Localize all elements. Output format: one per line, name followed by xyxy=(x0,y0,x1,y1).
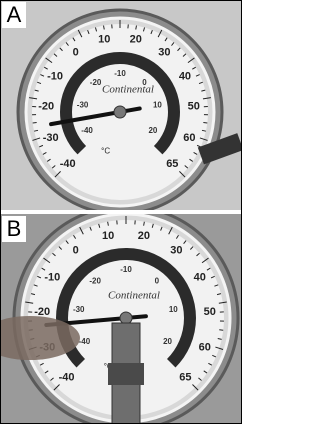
dial-tick xyxy=(33,123,37,124)
inner-scale-label: 20 xyxy=(163,337,172,346)
inner-scale-label: 10 xyxy=(169,305,178,314)
outer-scale-label: -20 xyxy=(34,306,50,318)
inner-scale-label: -20 xyxy=(89,276,101,285)
outer-scale-label: -40 xyxy=(59,371,75,383)
inner-scale-label: -10 xyxy=(120,265,132,274)
inner-scale-label: -20 xyxy=(90,78,102,87)
outer-scale-label: -30 xyxy=(43,132,59,144)
page: {"panels": [ {"label": "A", "brand": "Co… xyxy=(0,0,320,424)
figure: -40 -30 -20 -10 0 10 20 30 40 50 60 65 -40 -30 -20 -10 0… xyxy=(0,0,242,424)
panel-separator xyxy=(0,210,242,214)
inner-scale-label: 20 xyxy=(148,126,157,135)
outer-scale-label: 65 xyxy=(166,158,178,170)
outer-scale-label: 30 xyxy=(158,47,170,59)
outer-scale-label: 50 xyxy=(204,306,216,318)
brand-label: Continental xyxy=(102,84,154,96)
outer-scale-label: -40 xyxy=(60,158,76,170)
outer-scale-label: 40 xyxy=(194,272,206,284)
inner-scale-label: 0 xyxy=(155,276,160,285)
panel-label: A xyxy=(7,2,22,27)
outer-scale-label: 40 xyxy=(179,70,191,82)
unit-label: °C xyxy=(101,147,110,156)
needle-hub xyxy=(120,312,132,324)
outer-scale-label: 20 xyxy=(130,34,142,46)
outer-scale-label: -10 xyxy=(47,70,63,82)
outer-scale-label: -10 xyxy=(44,272,60,284)
inner-scale-label: 10 xyxy=(153,101,162,110)
brand-label: Continental xyxy=(108,290,160,302)
outer-scale-label: 60 xyxy=(199,341,211,353)
outer-scale-label: 10 xyxy=(98,34,110,46)
inner-scale-label: -40 xyxy=(81,126,93,135)
outer-scale-label: -20 xyxy=(38,101,54,113)
panel-label: B xyxy=(7,216,22,241)
outer-scale-label: 60 xyxy=(183,132,195,144)
outer-scale-label: 30 xyxy=(170,245,182,257)
panel-content: -40-30-20-10010203040506065-40-30-20-100… xyxy=(0,206,242,424)
dial-tick xyxy=(203,123,207,124)
inner-scale-label: -10 xyxy=(114,69,126,78)
inner-scale-label: -40 xyxy=(79,337,91,346)
outer-scale-label: 10 xyxy=(102,230,114,242)
probe-nut xyxy=(108,363,144,385)
needle-hub xyxy=(114,106,126,118)
inner-scale-label: -30 xyxy=(77,101,89,110)
outer-scale-label: 0 xyxy=(73,245,79,257)
inner-scale-label: -30 xyxy=(73,305,85,314)
outer-scale-label: 0 xyxy=(73,47,79,59)
dial-tick xyxy=(219,330,223,331)
outer-scale-label: 50 xyxy=(188,101,200,113)
outer-scale-label: 65 xyxy=(179,371,191,383)
outer-scale-label: 20 xyxy=(138,230,150,242)
photo-panel: -40-30-20-10010203040506065-40-30-20-100… xyxy=(0,206,242,424)
